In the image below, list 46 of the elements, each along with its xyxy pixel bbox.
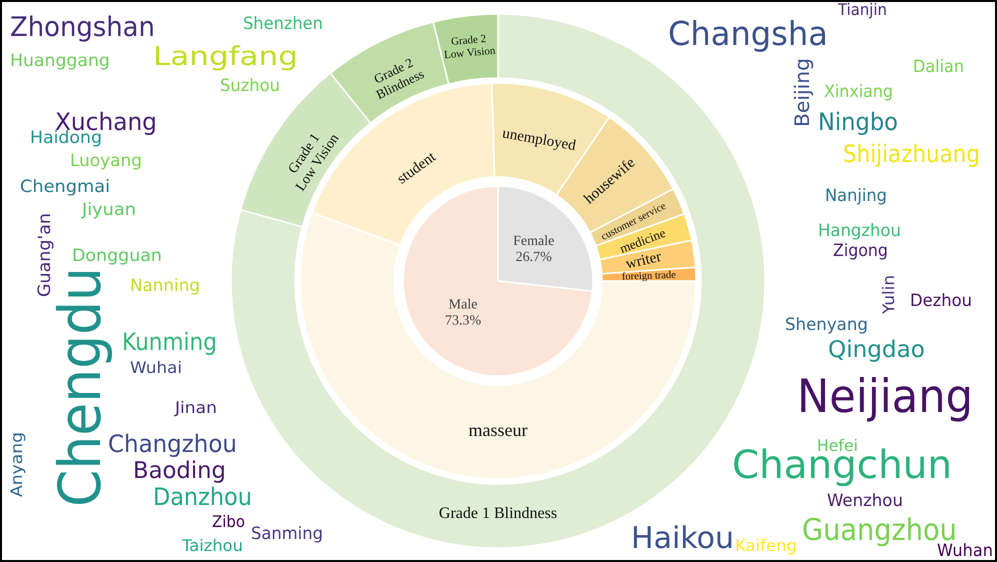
text: Tianjin	[837, 0, 887, 20]
text: Yulin	[879, 275, 898, 316]
text: Dongguan	[72, 246, 162, 266]
slice-label: masseur	[468, 420, 528, 440]
text: Wuhai	[130, 358, 182, 377]
text: Qingdao	[828, 337, 925, 363]
data-label: 73.3%	[444, 312, 482, 328]
slice-label: Female	[513, 233, 554, 248]
text: Kaifeng	[735, 536, 797, 555]
text: Ningbo	[818, 108, 898, 136]
text: Dezhou	[910, 290, 972, 310]
text: Zigong	[833, 240, 888, 260]
text: Luoyang	[70, 150, 142, 170]
slice-label: Male	[448, 296, 478, 312]
text: Langfang	[153, 40, 298, 72]
text: Zhongshan	[10, 12, 155, 44]
text: Anyang	[8, 432, 26, 497]
text: Neijiang	[797, 370, 973, 424]
text: Jinan	[174, 398, 217, 417]
text: Xinxiang	[824, 81, 893, 102]
text: Nanjing	[825, 186, 887, 206]
text: Chengmai	[20, 177, 110, 197]
text: Suzhou	[220, 76, 280, 96]
text: Nanning	[130, 274, 200, 296]
slice-label: Grade 1 Blindness	[438, 504, 558, 522]
text: Haikou	[631, 521, 734, 556]
text: Huanggang	[10, 51, 110, 71]
text: Beijing	[790, 58, 814, 127]
text: Sanming	[251, 524, 323, 544]
text: Jiyuan	[80, 200, 136, 220]
text: Changsha	[668, 14, 828, 54]
text: Zibo	[212, 512, 245, 532]
slice-label: Grade 2 Low Vision	[444, 32, 496, 62]
text: Dalian	[913, 56, 964, 76]
text: Taizhou	[180, 536, 243, 555]
text: Shenzhen	[243, 14, 323, 34]
text: Wenzhou	[827, 490, 903, 510]
text: Shenyang	[785, 314, 868, 334]
text: Shijiazhuang	[843, 140, 980, 168]
text: Hangzhou	[818, 220, 901, 240]
data-label: 26.7%	[516, 249, 552, 264]
slice-label: foreign trade	[622, 269, 676, 282]
text: Kunming	[122, 328, 217, 356]
text: Baoding	[133, 458, 226, 484]
slice-label: unemployed	[501, 126, 578, 154]
text: Danzhou	[153, 483, 252, 512]
